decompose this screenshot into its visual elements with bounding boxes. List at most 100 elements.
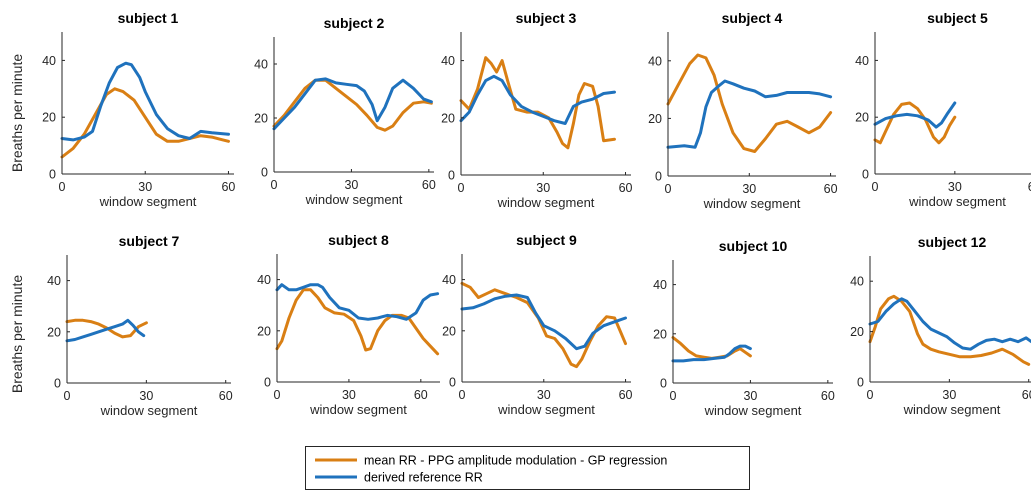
x-tick-label: 60 [821, 389, 835, 403]
subplot-3: subject 3 0 20 40 0 30 60 window segment [441, 10, 632, 210]
series-line-mean-rr [868, 294, 1031, 366]
x-tick-label: 30 [138, 180, 152, 194]
y-axis-label-bottom: Breaths per minute [9, 275, 25, 393]
y-tick-label: 0 [448, 169, 455, 183]
y-tick-label: 0 [261, 166, 268, 180]
subplot-title: subject 7 [119, 233, 180, 249]
x-tick-label: 0 [665, 182, 672, 196]
x-tick-label: 0 [274, 388, 281, 402]
y-tick-label: 20 [254, 112, 268, 126]
x-tick-label: 30 [948, 180, 962, 194]
y-tick-label: 0 [655, 170, 662, 184]
x-tick-label: 0 [64, 389, 71, 403]
x-tick-label: 30 [342, 388, 356, 402]
subplot-8: subject 9 0 20 40 0 30 60 window segment [442, 232, 632, 417]
x-tick-label: 0 [459, 388, 466, 402]
y-tick-label: 20 [855, 111, 869, 125]
x-tick-label: 30 [942, 388, 956, 402]
x-axis-label: window segment [704, 403, 802, 418]
y-tick-label: 20 [648, 112, 662, 126]
series-line-mean-rr [666, 53, 833, 153]
x-tick-label: 30 [742, 182, 756, 196]
x-tick-label: 60 [1028, 180, 1031, 194]
subplot-4: subject 4 0 20 40 0 30 60 window segment [648, 10, 837, 211]
y-tick-label: 20 [47, 325, 61, 339]
series-line-reference [272, 77, 433, 131]
series-line-mean-rr [459, 56, 616, 150]
x-tick-label: 0 [458, 181, 465, 195]
legend: mean RR - PPG amplitude modulation - GP … [305, 446, 750, 490]
x-tick-label: 0 [872, 180, 879, 194]
y-tick-label: 40 [653, 278, 667, 292]
y-tick-label: 0 [264, 376, 271, 390]
y-tick-label: 40 [257, 273, 271, 287]
subplot-title: subject 9 [516, 232, 577, 248]
y-tick-label: 40 [441, 54, 455, 68]
series-line-reference [60, 61, 230, 142]
subplot-6: subject 7 0 20 40 0 30 60 window segment [47, 233, 233, 418]
subplot-1: subject 1 0 20 40 0 30 60 window segment [42, 10, 235, 209]
y-tick-label: 40 [47, 274, 61, 288]
x-axis-label: window segment [99, 194, 197, 209]
y-tick-label: 20 [442, 324, 456, 338]
y-tick-label: 0 [49, 168, 56, 182]
y-tick-label: 0 [54, 377, 61, 391]
y-tick-label: 40 [42, 54, 56, 68]
x-tick-label: 60 [219, 389, 233, 403]
x-tick-label: 60 [422, 178, 436, 192]
subplot-2: subject 2 0 20 40 0 30 60 window segment [254, 15, 436, 207]
subplot-title: subject 2 [324, 15, 385, 31]
subplot-7: subject 8 0 20 40 0 30 60 window segment [257, 232, 440, 417]
x-axis-label: window segment [309, 402, 407, 417]
series-line-reference [671, 344, 752, 363]
legend-entry-reference: derived reference RR [364, 471, 483, 485]
x-tick-label: 30 [743, 389, 757, 403]
x-tick-label: 60 [619, 181, 633, 195]
y-tick-label: 20 [441, 111, 455, 125]
x-tick-label: 30 [344, 178, 358, 192]
x-axis-label: window segment [497, 402, 595, 417]
x-tick-label: 30 [139, 389, 153, 403]
y-tick-label: 0 [862, 168, 869, 182]
y-axis-label-top: Breaths per minute [9, 54, 25, 172]
x-tick-label: 30 [536, 181, 550, 195]
subplot-title: subject 3 [516, 10, 577, 26]
x-axis-label: window segment [908, 194, 1006, 209]
y-tick-label: 40 [254, 58, 268, 72]
y-tick-label: 40 [648, 54, 662, 68]
y-tick-label: 40 [850, 275, 864, 289]
y-tick-label: 0 [449, 376, 456, 390]
series-line-reference [459, 74, 616, 125]
subplot-title: subject 8 [328, 232, 389, 248]
series-line-mean-rr [272, 78, 433, 132]
y-tick-label: 0 [660, 377, 667, 391]
x-tick-label: 0 [59, 180, 66, 194]
y-tick-label: 0 [857, 376, 864, 390]
series-line-reference [65, 318, 146, 343]
series-line-reference [873, 101, 957, 129]
x-axis-label: window segment [703, 196, 801, 211]
x-tick-label: 60 [1022, 388, 1031, 402]
x-axis-label: window segment [100, 403, 198, 418]
y-tick-label: 20 [653, 327, 667, 341]
y-tick-label: 20 [257, 324, 271, 338]
subplot-10: subject 12 0 20 40 0 30 60 window segment [850, 234, 1031, 417]
subplot-title: subject 4 [722, 10, 783, 26]
series-line-mean-rr [60, 87, 230, 159]
x-tick-label: 60 [619, 388, 633, 402]
x-axis-label: window segment [305, 192, 403, 207]
series-line-reference [868, 297, 1031, 351]
series-line-mean-rr [460, 281, 627, 369]
subplot-title: subject 10 [719, 238, 788, 254]
series-line-mean-rr [873, 101, 957, 145]
x-tick-label: 60 [221, 180, 235, 194]
series-line-reference [275, 283, 440, 321]
legend-box [305, 446, 750, 490]
series-line-reference [460, 293, 627, 351]
y-tick-label: 40 [442, 273, 456, 287]
x-tick-label: 60 [414, 388, 428, 402]
subplot-9: subject 10 0 20 40 0 30 60 window segment [653, 238, 835, 418]
subplot-title: subject 1 [118, 10, 179, 26]
